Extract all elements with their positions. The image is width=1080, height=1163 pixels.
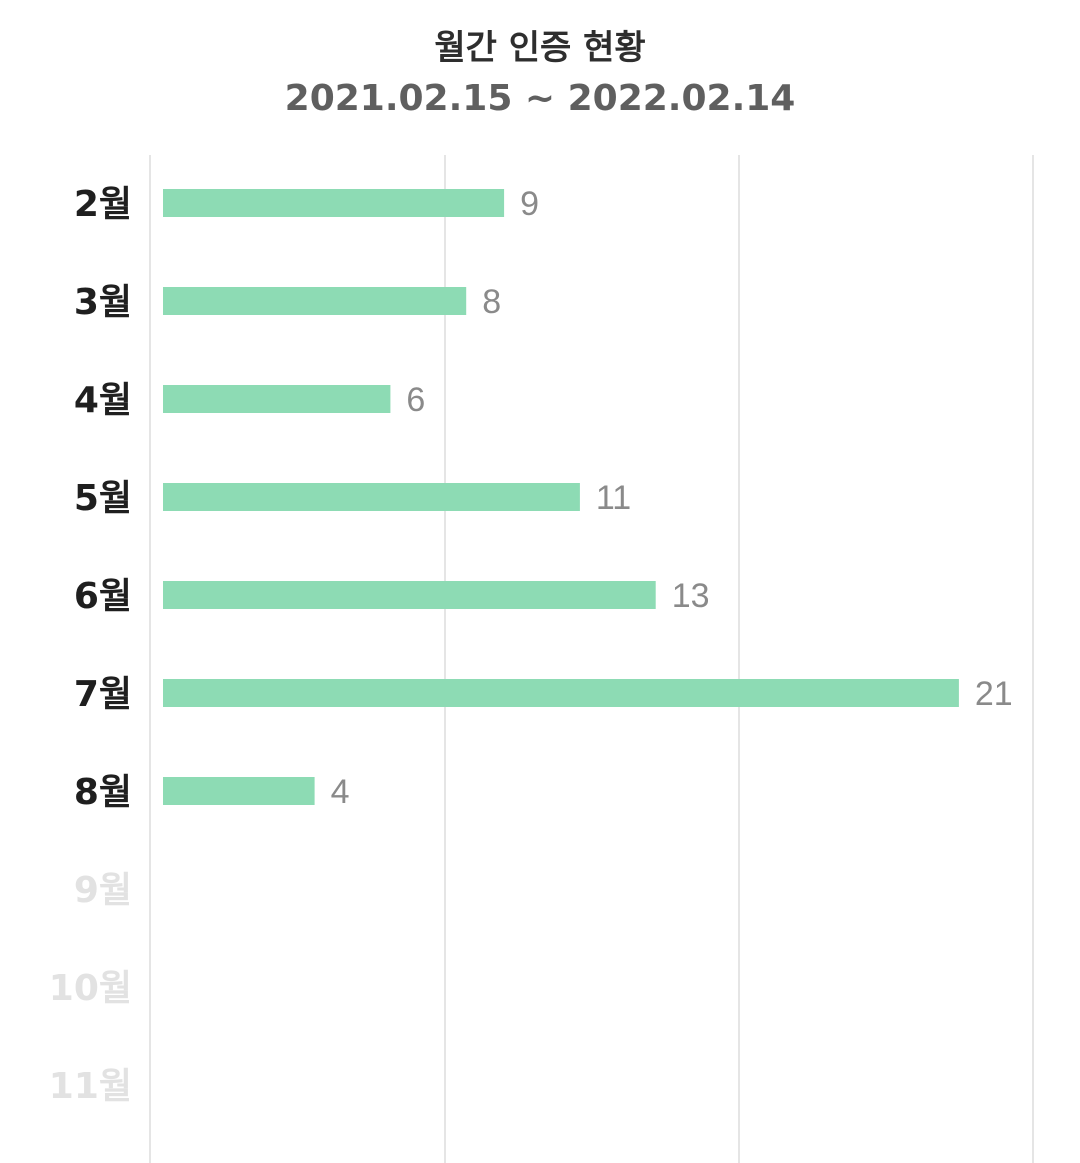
bar <box>163 385 391 413</box>
value-label: 13 <box>672 577 710 615</box>
category-label: 6월 <box>74 576 132 617</box>
bar <box>163 189 505 217</box>
chart-title: 월간 인증 현황 <box>434 28 646 68</box>
value-label: 4 <box>331 773 350 811</box>
value-label: 8 <box>482 283 501 321</box>
category-label: 8월 <box>74 772 132 813</box>
category-label: 5월 <box>74 478 132 519</box>
bar <box>163 777 315 805</box>
category-label: 9월 <box>74 870 132 911</box>
value-label: 9 <box>520 185 539 223</box>
chart-date-range: 2021.02.15 ~ 2022.02.14 <box>284 78 796 119</box>
value-label: 21 <box>975 675 1013 713</box>
bar <box>163 679 959 707</box>
category-label: 7월 <box>74 674 132 715</box>
category-label: 10월 <box>49 968 132 1009</box>
category-label: 4월 <box>74 380 132 421</box>
category-label: 3월 <box>74 282 132 323</box>
value-label: 11 <box>596 479 631 517</box>
value-label: 6 <box>406 381 425 419</box>
category-label: 2월 <box>74 184 132 225</box>
bar <box>163 581 656 609</box>
bar <box>163 287 467 315</box>
bar <box>163 483 580 511</box>
category-label: 11월 <box>49 1066 132 1107</box>
